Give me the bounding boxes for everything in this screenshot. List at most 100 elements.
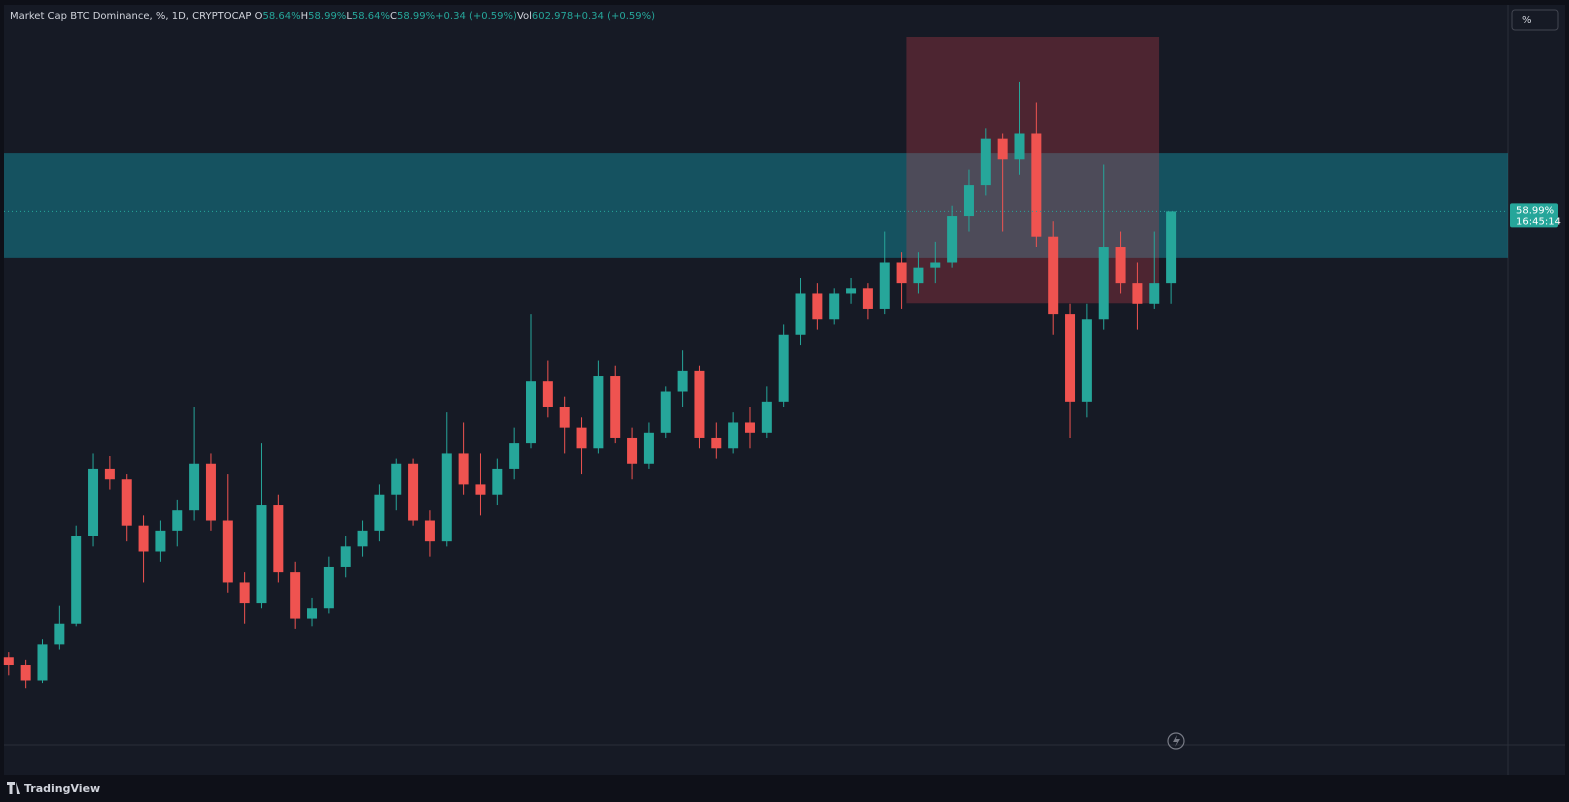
candle-body — [677, 370, 688, 392]
candle-body — [812, 293, 823, 320]
candle-body — [104, 468, 115, 480]
candle-body — [205, 463, 216, 521]
branding: TradingView — [24, 782, 100, 795]
candle-body — [290, 572, 301, 619]
price-badge — [1510, 203, 1558, 228]
legend-values: O58.64%H58.99%L58.64%C58.99%+0.34 (+0.59… — [255, 11, 655, 22]
candle-body — [458, 453, 469, 485]
candle-body — [1166, 211, 1177, 284]
candle-body — [323, 566, 334, 609]
legend-value: +0.34 (+0.59%) — [435, 11, 517, 22]
candle-body — [273, 505, 284, 573]
candle-body — [256, 505, 267, 604]
candle-body — [711, 437, 722, 449]
candle-body — [1048, 236, 1059, 315]
legend-value: 58.99% — [308, 11, 347, 22]
legend-label: H — [300, 11, 309, 22]
candle-body — [374, 494, 385, 531]
price-axis — [1508, 5, 1565, 775]
candle-body — [3, 657, 14, 666]
candle-body — [239, 582, 250, 604]
candle-body — [761, 401, 772, 433]
candle-body — [492, 468, 503, 495]
candle-body — [189, 463, 200, 511]
labels: 58.99%16:45:14 — [4, 203, 1561, 228]
candle-body — [54, 623, 65, 645]
bolt-icon-glyph — [1173, 735, 1180, 747]
countdown: 16:45:14 — [1516, 216, 1561, 227]
candle-body — [778, 334, 789, 402]
candle-body — [930, 262, 941, 268]
candle-body — [627, 437, 638, 464]
candle-body — [1081, 319, 1092, 402]
candle-body — [155, 530, 166, 552]
candle-body — [1098, 247, 1109, 320]
candle-body — [1031, 133, 1042, 237]
candle-body — [610, 376, 621, 438]
symbol-title: Market Cap BTC Dominance, %, 1D, CRYPTOC… — [10, 11, 252, 22]
legend-value: 58.64% — [262, 11, 301, 22]
candle-body — [357, 530, 368, 547]
time-axis — [4, 745, 1508, 775]
zones — [4, 36, 1508, 304]
candle-body — [1149, 283, 1160, 304]
candle-body — [795, 293, 806, 335]
candle-body — [526, 381, 537, 444]
candle-body — [660, 391, 671, 433]
scale-button[interactable] — [1511, 9, 1559, 31]
candle-body — [20, 665, 31, 681]
candle-body — [980, 138, 991, 186]
candle-body — [559, 406, 570, 428]
legend-value: 58.99% — [397, 11, 436, 22]
candle-body — [138, 525, 149, 552]
candle-body — [408, 463, 419, 521]
candle-body — [913, 267, 924, 284]
candles — [3, 81, 1177, 689]
candle-body — [593, 376, 604, 449]
plot-area — [4, 5, 1508, 745]
scale-button-label[interactable]: % — [1522, 15, 1532, 26]
candle-body — [391, 463, 402, 495]
candle-body — [963, 185, 974, 217]
candle-body — [846, 288, 857, 294]
candle-body — [88, 468, 99, 537]
candle-body — [121, 479, 132, 526]
candle-body — [424, 520, 435, 542]
candle-body — [829, 293, 840, 320]
candle-body — [862, 288, 873, 309]
candle-body — [542, 381, 553, 407]
candle-body — [1014, 133, 1025, 160]
candle-body — [643, 432, 654, 464]
candle-body — [879, 262, 890, 309]
legend-label: L — [346, 11, 352, 22]
candle-body — [576, 427, 587, 449]
candle-body — [947, 216, 958, 263]
candle-body — [475, 484, 486, 495]
logo-icon — [7, 782, 20, 794]
legend: Market Cap BTC Dominance, %, 1D, CRYPTOC… — [10, 11, 655, 22]
bolt-icon[interactable] — [1167, 732, 1185, 750]
candle-body — [71, 536, 82, 624]
legend-label: Vol — [516, 11, 532, 22]
candle-body — [1065, 314, 1076, 402]
candle-body — [172, 510, 183, 531]
legend-label: C — [390, 11, 398, 22]
price-badge-label: 58.99% — [1516, 205, 1554, 216]
candle-body — [728, 422, 739, 449]
candle-body — [997, 138, 1008, 160]
candle-body — [509, 443, 520, 469]
zone — [4, 153, 1508, 258]
legend-label: O — [254, 11, 263, 22]
candle-body — [1132, 283, 1143, 304]
candle-body — [694, 370, 705, 438]
candle-body — [222, 520, 233, 583]
candle-body — [441, 453, 452, 542]
candle-body — [37, 644, 48, 681]
candle-body — [896, 262, 907, 284]
legend-value: 602.978 — [531, 11, 574, 22]
candle-body — [307, 608, 318, 619]
candle-body — [340, 546, 351, 567]
legend-value: +0.34 (+0.59%) — [573, 11, 656, 22]
